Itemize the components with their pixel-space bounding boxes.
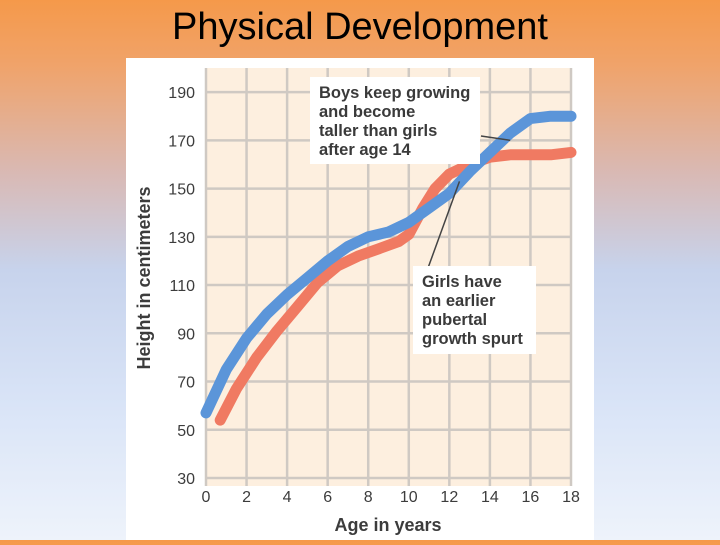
y-tick-label: 170 (168, 133, 195, 150)
x-tick-label: 4 (283, 489, 292, 506)
y-tick-label: 50 (177, 423, 195, 440)
figure-panel: 0 2 4 6 8 10 12 14 16 18 30 50 70 90 110 130 150 170 190 B… (126, 58, 594, 540)
y-tick-label: 130 (168, 230, 195, 247)
annotation-pointer (427, 181, 461, 269)
x-tick-label: 2 (242, 489, 251, 506)
series-line-0 (200, 110, 577, 419)
annotation-text: pubertal (422, 311, 487, 329)
annotation-box (310, 77, 480, 164)
annotation-pointer (480, 135, 511, 142)
x-axis-label: Age in years (334, 515, 441, 535)
y-tick-label: 30 (177, 471, 195, 488)
annotation-text: Girls have (422, 273, 502, 291)
annotation-box (413, 266, 536, 354)
x-tick-label: 12 (440, 489, 458, 506)
x-tick-label: 18 (562, 489, 580, 506)
annotation-text: growth spurt (422, 330, 523, 348)
series-layer (200, 110, 577, 426)
x-tick-label: 10 (400, 489, 418, 506)
annotation-text: taller than girls (319, 122, 437, 140)
y-tick-label: 110 (169, 278, 195, 295)
annotation-text: an earlier (422, 292, 496, 310)
annotation-text: after age 14 (319, 141, 412, 159)
annotation-text: Boys keep growing (319, 84, 470, 102)
height-growth-chart: 0 2 4 6 8 10 12 14 16 18 30 50 70 90 110 130 150 170 190 B… (134, 68, 580, 535)
y-tick-label: 70 (177, 375, 195, 392)
x-tick-label: 0 (202, 489, 211, 506)
x-tick-label: 14 (481, 489, 499, 506)
x-tick-label: 6 (323, 489, 332, 506)
y-tick-label: 190 (168, 85, 195, 102)
y-tick-label: 90 (177, 326, 195, 343)
slide-title: Physical Development (172, 6, 548, 48)
y-tick-label: 150 (168, 182, 195, 199)
series-line-1 (214, 146, 577, 426)
x-tick-label: 16 (522, 489, 540, 506)
y-axis-label: Height in centimeters (134, 186, 154, 369)
tick-labels: 0 2 4 6 8 10 12 14 16 18 30 50 70 90 110 130 150 170 190 (168, 85, 580, 506)
x-tick-label: 8 (364, 489, 373, 506)
annotation-text: and become (319, 103, 415, 121)
